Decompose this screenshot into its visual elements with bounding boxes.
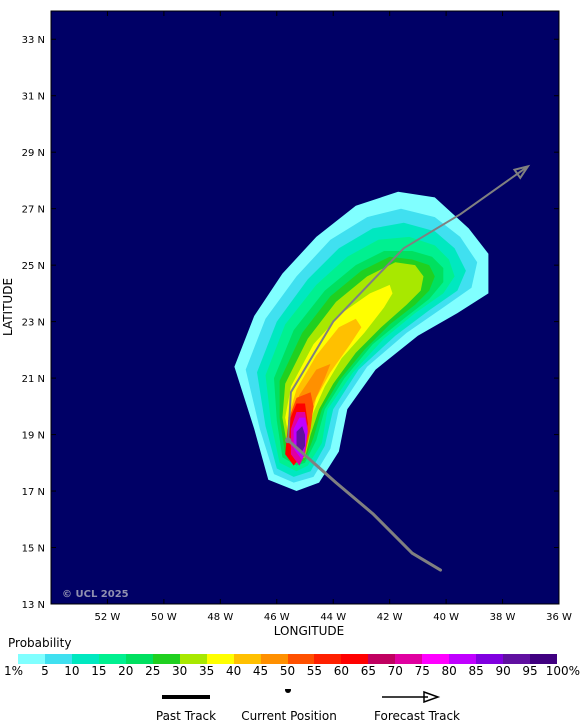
legend-color-3	[98, 654, 126, 664]
probability-legend-labels: 1% 5 10 15 20 25 30 35 40 45 50 55 60 65 70 75 80 85 90 95 1…	[0, 664, 580, 680]
lon-tick-label: 40 W	[433, 612, 459, 623]
lat-tick-label: 13 N	[22, 600, 45, 611]
lat-tick-label: 29 N	[22, 148, 45, 159]
legend-color-16	[449, 654, 477, 664]
legend-color-14	[395, 654, 423, 664]
probability-layers	[234, 191, 489, 491]
legend-color-5	[152, 654, 180, 664]
legend-color-1	[44, 654, 72, 664]
current-position-legend: Current Position	[234, 687, 344, 723]
axis-ticks: 52 W 50 W 48 W 46 W 44 W 42 W 40 W 38 W 36 W 13 N…	[22, 11, 572, 623]
legend-label: 90	[495, 664, 511, 678]
lat-tick-label: 23 N	[22, 318, 45, 329]
forecast-arrowhead	[512, 164, 531, 180]
forecast-track-legend: Forecast Track	[366, 688, 468, 723]
lat-tick-label: 31 N	[22, 92, 45, 103]
copyright-text: © UCL 2025	[62, 589, 129, 600]
lat-tick-label: 33 N	[22, 35, 45, 46]
legend-label: 80	[441, 664, 457, 678]
legend-color-8	[233, 654, 261, 664]
forecast-track-symbol	[382, 690, 441, 704]
legend-title: Probability	[8, 636, 72, 650]
legend-label: 60	[333, 664, 350, 678]
legend-label: 30	[172, 664, 188, 678]
legend-label: 10	[64, 664, 80, 678]
past-track-legend: Past Track	[148, 688, 224, 723]
current-position-label: Current Position	[241, 709, 337, 723]
legend-color-13	[368, 654, 396, 664]
legend-color-6	[179, 654, 207, 664]
legend-label: 75	[414, 664, 430, 678]
legend-label: 100%	[545, 664, 580, 678]
legend-color-4	[125, 654, 153, 664]
track-lines	[285, 164, 531, 572]
lat-tick-label: 27 N	[22, 205, 45, 216]
lon-tick-label: 48 W	[207, 612, 233, 623]
legend-label: 20	[118, 664, 134, 678]
lon-tick-label: 50 W	[151, 612, 177, 623]
lat-tick-label: 17 N	[22, 487, 45, 498]
probability-color-bar	[18, 654, 558, 664]
legend-color-19	[530, 654, 558, 664]
legend-color-11	[314, 654, 342, 664]
legend-label: 70	[387, 664, 403, 678]
legend-label: 85	[468, 664, 484, 678]
legend-label: 95	[522, 664, 538, 678]
legend-color-0	[18, 654, 45, 664]
x-axis-title: LONGITUDE	[274, 624, 344, 638]
past-track-label: Past Track	[155, 709, 217, 723]
legend-label: 15	[91, 664, 107, 678]
legend-color-15	[422, 654, 450, 664]
legend-color-12	[341, 654, 369, 664]
legend-label: 50	[279, 664, 296, 678]
y-axis-title: LATITUDE	[1, 278, 15, 336]
legend-label: 1%	[4, 664, 24, 678]
legend-color-17	[476, 654, 504, 664]
legend-color-7	[206, 654, 234, 664]
legend-label: 35	[199, 664, 215, 678]
legend-color-2	[71, 654, 99, 664]
probability-contour-30	[282, 262, 424, 460]
lon-tick-label: 44 W	[320, 612, 346, 623]
lon-tick-label: 42 W	[377, 612, 403, 623]
legend-color-10	[287, 654, 315, 664]
lon-tick-label: 46 W	[264, 612, 290, 623]
legend-label: 45	[252, 664, 269, 678]
legend-color-9	[260, 654, 288, 664]
legend-label: 5	[41, 664, 49, 678]
lon-tick-label: 38 W	[490, 612, 516, 623]
lat-tick-label: 15 N	[22, 544, 45, 555]
lat-tick-label: 21 N	[22, 374, 45, 385]
lon-tick-label: 36 W	[546, 612, 572, 623]
forecast-track-line	[287, 165, 529, 441]
probability-contour-90	[296, 426, 305, 452]
current-position-symbol	[285, 687, 291, 693]
map-frame	[50, 10, 560, 605]
legend-label: 55	[306, 664, 323, 678]
past-track-symbol	[162, 695, 210, 699]
lon-tick-label: 52 W	[95, 612, 121, 623]
forecast-track-label: Forecast Track	[374, 709, 460, 723]
current-position-marker	[285, 437, 292, 444]
legend-label: 65	[360, 664, 376, 678]
legend-color-18	[503, 654, 531, 664]
past-track-line	[286, 438, 442, 572]
legend-label: 25	[145, 664, 161, 678]
lat-tick-label: 25 N	[22, 261, 45, 272]
legend-label: 40	[225, 664, 242, 678]
lat-tick-label: 19 N	[22, 431, 45, 442]
probability-map: 52 W 50 W 48 W 46 W 44 W 42 W 40 W 38 W 36 W 13 N…	[1, 10, 572, 638]
